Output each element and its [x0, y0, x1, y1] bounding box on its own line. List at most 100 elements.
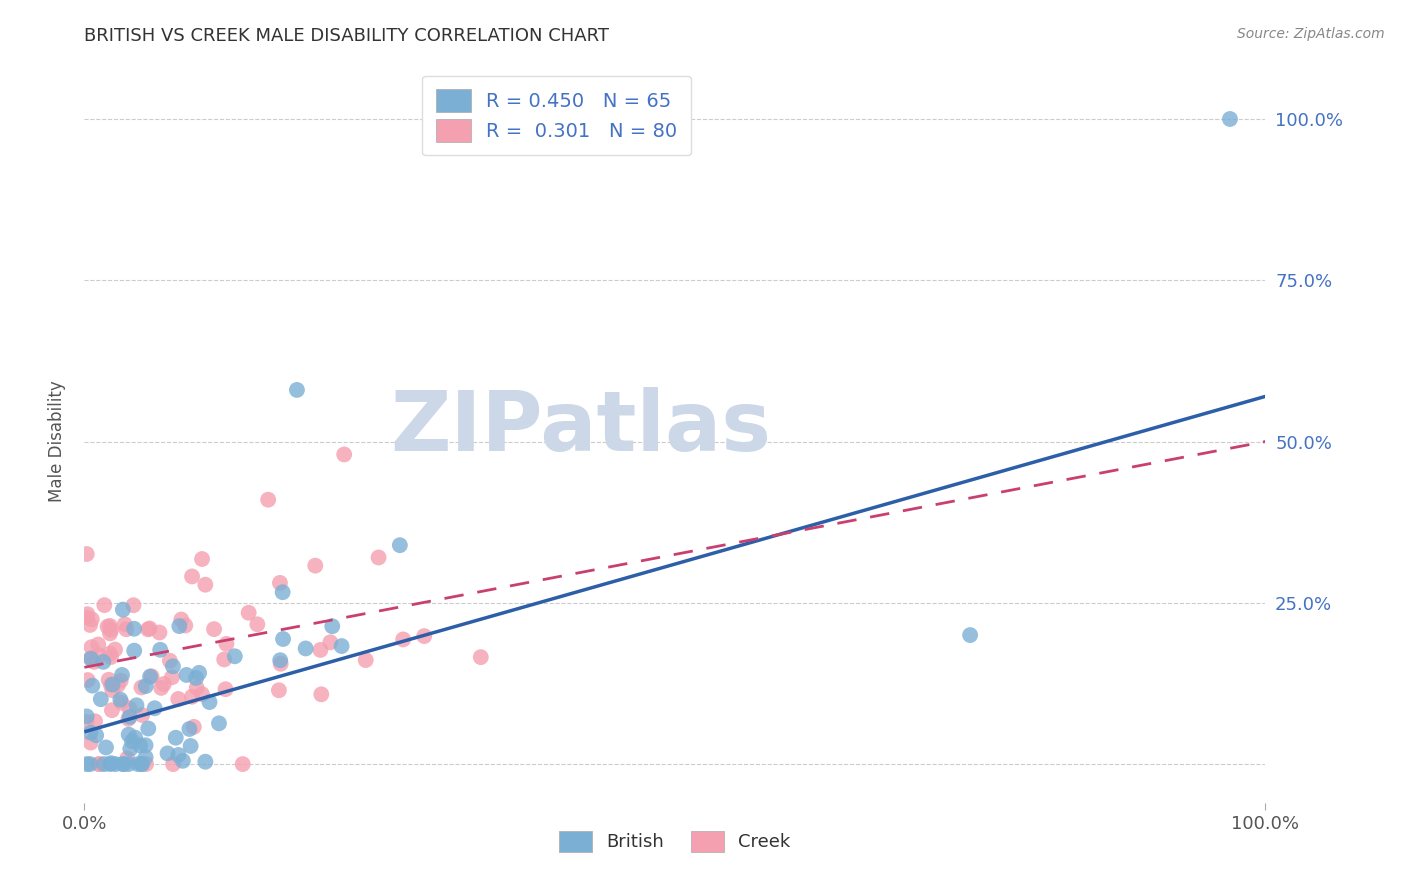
Point	[80, 652, 103, 666]
Point	[269, 653, 291, 667]
Point	[79, 757, 101, 772]
Point	[179, 722, 201, 736]
Point	[100, 756, 122, 771]
Point	[127, 757, 149, 772]
Point	[198, 695, 221, 709]
Point	[156, 747, 179, 761]
Point	[98, 626, 121, 640]
Point	[111, 602, 134, 616]
Point	[367, 550, 389, 565]
Point	[319, 635, 342, 649]
Point	[214, 682, 236, 697]
Point	[101, 683, 124, 698]
Point	[97, 619, 120, 633]
Point	[76, 607, 98, 622]
Point	[135, 739, 157, 753]
Point	[184, 671, 207, 685]
Point	[388, 538, 411, 552]
Point	[141, 669, 163, 683]
Point	[139, 669, 162, 683]
Point	[181, 569, 204, 583]
Point	[125, 698, 148, 713]
Point	[257, 492, 280, 507]
Point	[120, 741, 142, 756]
Point	[115, 622, 138, 636]
Point	[87, 757, 110, 772]
Point	[212, 652, 235, 666]
Point	[176, 668, 198, 682]
Point	[194, 577, 217, 591]
Point	[89, 757, 111, 772]
Point	[131, 757, 153, 772]
Point	[271, 632, 294, 646]
Point	[470, 650, 492, 665]
Point	[148, 625, 170, 640]
Point	[1219, 112, 1241, 126]
Point	[80, 651, 103, 665]
Point	[149, 642, 172, 657]
Point	[169, 619, 191, 633]
Point	[150, 681, 173, 695]
Point	[76, 673, 98, 687]
Point	[136, 622, 159, 636]
Point	[215, 637, 238, 651]
Point	[174, 618, 197, 632]
Point	[188, 665, 211, 680]
Point	[107, 678, 129, 692]
Point	[90, 692, 112, 706]
Point	[153, 677, 176, 691]
Point	[84, 728, 107, 742]
Point	[160, 670, 183, 684]
Point	[100, 678, 122, 692]
Point	[114, 617, 136, 632]
Point	[131, 757, 153, 772]
Point	[270, 657, 292, 671]
Point	[232, 757, 254, 772]
Point	[304, 558, 326, 573]
Point	[162, 757, 184, 772]
Point	[122, 622, 145, 636]
Point	[104, 757, 127, 772]
Point	[170, 613, 193, 627]
Point	[110, 673, 132, 688]
Point	[100, 623, 122, 637]
Point	[80, 735, 103, 749]
Point	[118, 701, 141, 715]
Y-axis label: Male Disability: Male Disability	[48, 381, 66, 502]
Point	[135, 757, 157, 772]
Point	[181, 690, 204, 704]
Point	[165, 731, 187, 745]
Point	[392, 632, 415, 647]
Point	[191, 552, 214, 566]
Point	[93, 598, 115, 612]
Point	[101, 703, 124, 717]
Point	[89, 648, 111, 663]
Point	[269, 575, 291, 590]
Point	[121, 734, 143, 748]
Point	[117, 757, 139, 772]
Point	[98, 757, 121, 772]
Point	[87, 638, 110, 652]
Point	[143, 701, 166, 715]
Point	[138, 622, 160, 636]
Point	[246, 617, 269, 632]
Point	[100, 650, 122, 665]
Point	[110, 692, 132, 706]
Point	[333, 447, 356, 461]
Point	[122, 643, 145, 657]
Point	[80, 612, 103, 626]
Point	[110, 696, 132, 710]
Point	[202, 622, 225, 636]
Point	[167, 692, 190, 706]
Point	[194, 755, 217, 769]
Point	[330, 639, 353, 653]
Point	[135, 679, 157, 693]
Text: BRITISH VS CREEK MALE DISABILITY CORRELATION CHART: BRITISH VS CREEK MALE DISABILITY CORRELA…	[84, 27, 609, 45]
Point	[98, 619, 121, 633]
Point	[104, 642, 127, 657]
Legend: British, Creek: British, Creek	[553, 823, 797, 859]
Point	[321, 619, 343, 633]
Point	[111, 757, 134, 772]
Point	[124, 731, 146, 745]
Point	[122, 598, 145, 612]
